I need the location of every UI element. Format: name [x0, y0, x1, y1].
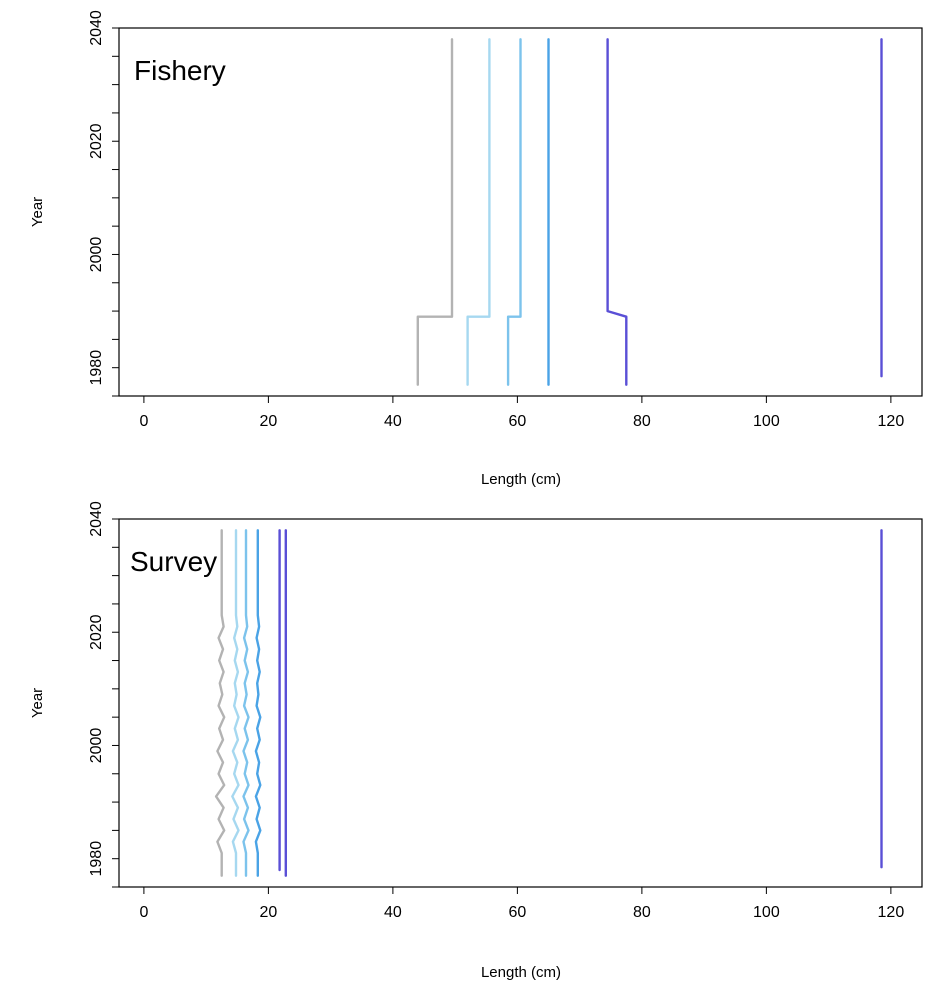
- contour-line: [416, 38, 454, 386]
- contour-line: [242, 529, 250, 877]
- y-tick-label: 2000: [88, 728, 105, 764]
- x-axis: 0 20 40 60 80 100 120: [139, 396, 904, 430]
- y-axis-title: Year: [29, 688, 46, 718]
- x-tick-label: 80: [633, 904, 651, 921]
- plot-frame: [118, 27, 923, 397]
- x-tick-label: 0: [139, 413, 148, 430]
- y-tick-label: 1980: [88, 350, 105, 386]
- contour-line: [466, 38, 491, 386]
- x-tick-label: 100: [753, 904, 780, 921]
- x-tick-label: 20: [259, 904, 277, 921]
- y-axis: 1980 2000 2020 2040: [88, 501, 119, 888]
- x-tick-label: 40: [384, 413, 402, 430]
- x-tick-label: 60: [508, 413, 526, 430]
- contour-line: [606, 38, 628, 386]
- panel-label: Fishery: [134, 55, 226, 86]
- x-axis-title: Length (cm): [481, 471, 561, 488]
- contour-lines: [214, 529, 883, 877]
- x-tick-label: 100: [753, 413, 780, 430]
- y-tick-label: 2020: [88, 614, 105, 650]
- panel-label: Survey: [130, 546, 217, 577]
- y-axis-title: Year: [29, 197, 46, 227]
- y-tick-label: 1980: [88, 841, 105, 877]
- x-tick-label: 120: [878, 904, 905, 921]
- x-tick-label: 80: [633, 413, 651, 430]
- contour-line: [254, 529, 262, 877]
- x-tick-label: 60: [508, 904, 526, 921]
- x-tick-label: 40: [384, 904, 402, 921]
- x-tick-label: 20: [259, 413, 277, 430]
- x-axis-title: Length (cm): [481, 964, 561, 981]
- y-tick-label: 2040: [88, 501, 105, 537]
- contour-lines: [416, 38, 883, 386]
- contour-line: [506, 38, 522, 386]
- y-axis: 1980 2000 2020 2040: [88, 10, 119, 397]
- x-axis: 0 20 40 60 80 100 120: [139, 887, 904, 921]
- contour-line: [214, 529, 226, 877]
- y-tick-label: 2000: [88, 237, 105, 273]
- y-tick-label: 2040: [88, 10, 105, 46]
- plot-frame: [118, 518, 923, 888]
- x-tick-label: 120: [878, 413, 905, 430]
- y-tick-label: 2020: [88, 123, 105, 159]
- x-tick-label: 0: [139, 904, 148, 921]
- contour-line: [231, 529, 240, 877]
